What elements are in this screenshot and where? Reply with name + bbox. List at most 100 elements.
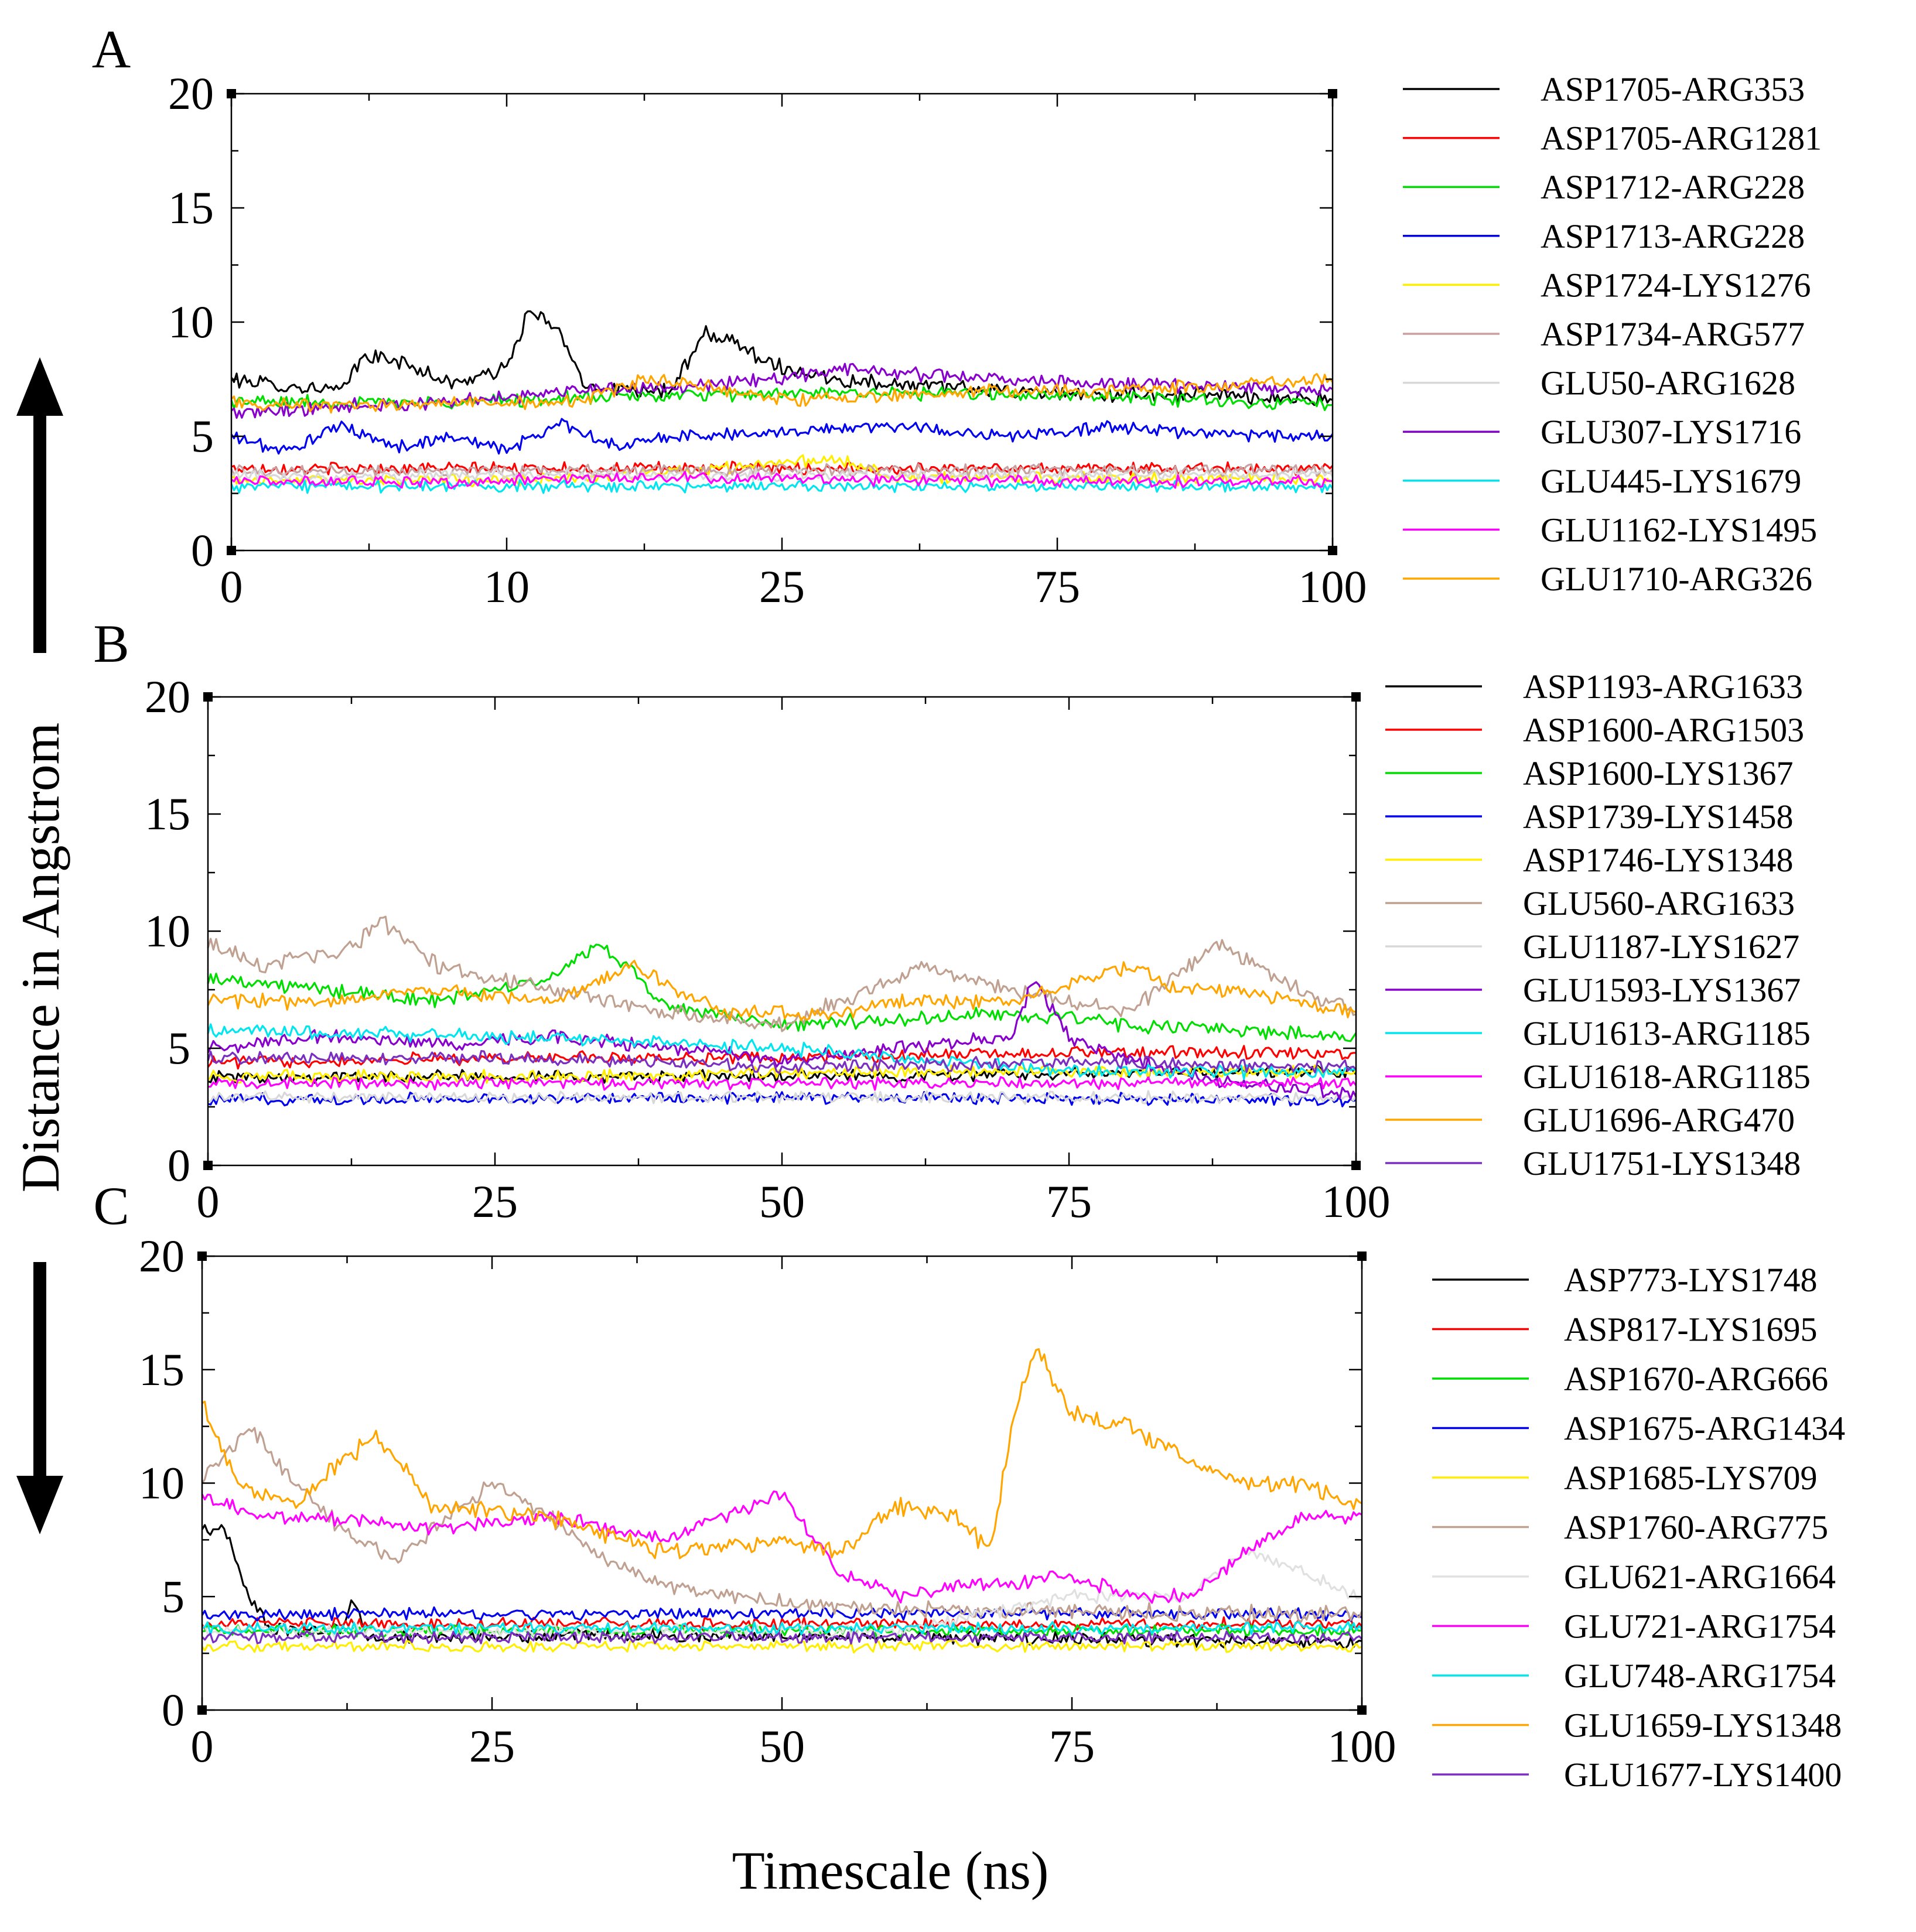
legend-label: ASP1705-ARG353 <box>1541 70 1805 108</box>
x-axis-title: Timescale (ns) <box>732 1841 1049 1900</box>
x-tick-label: 100 <box>1328 1721 1396 1772</box>
series-line <box>207 915 1357 1032</box>
x-tick-label: 50 <box>759 1721 805 1772</box>
series-line <box>230 479 1334 494</box>
x-tick-label: 0 <box>191 1721 214 1772</box>
legend-label: ASP1675-ARG1434 <box>1564 1410 1845 1448</box>
legend-item: ASP1712-ARG228 <box>1403 168 1805 206</box>
legend-item: GLU445-LYS1679 <box>1403 462 1801 500</box>
legend-item: GLU1162-LYS1495 <box>1403 511 1817 549</box>
series-line <box>201 1427 1363 1623</box>
y-tick-label: 15 <box>139 1344 185 1395</box>
x-tick-label: 25 <box>469 1721 515 1772</box>
legend: ASP773-LYS1748 ASP817-LYS1695 ASP1670-ARG6… <box>1432 1261 1845 1794</box>
x-tick-label: 75 <box>1034 561 1080 612</box>
legend-label: ASP1600-ARG1503 <box>1523 711 1804 749</box>
y-axis-annotation: Distance in Angstrom <box>11 357 70 1534</box>
legend-item: ASP817-LYS1695 <box>1432 1311 1817 1349</box>
legend-item: GLU1677-LYS1400 <box>1432 1756 1842 1794</box>
legend: ASP1705-ARG353 ASP1705-ARG1281 ASP1712-ARG… <box>1403 70 1822 598</box>
legend-item: ASP1675-ARG1434 <box>1432 1410 1845 1448</box>
legend-label: ASP1600-LYS1367 <box>1523 754 1793 792</box>
legend-item: GLU307-LYS1716 <box>1403 413 1801 451</box>
series-lines <box>201 1348 1363 1654</box>
legend-item: GLU560-ARG1633 <box>1385 884 1795 922</box>
legend-label: ASP1746-LYS1348 <box>1523 841 1793 879</box>
series-line <box>231 460 1334 476</box>
legend-label: GLU1187-LYS1627 <box>1523 928 1799 966</box>
legend-item: GLU1187-LYS1627 <box>1385 928 1799 966</box>
y-tick-label: 0 <box>191 525 214 576</box>
legend-item: GLU1618-ARG1185 <box>1385 1058 1811 1096</box>
legend-item: ASP1760-ARG775 <box>1432 1509 1828 1547</box>
legend-label: ASP1760-ARG775 <box>1564 1509 1828 1547</box>
y-tick-label: 20 <box>168 68 214 119</box>
y-axis-title: Distance in Angstrom <box>11 723 70 1192</box>
legend-item: GLU621-ARG1664 <box>1432 1558 1836 1596</box>
legend-item: GLU1696-ARG470 <box>1385 1101 1795 1139</box>
legend-item: ASP1739-LYS1458 <box>1385 798 1793 836</box>
x-axis: 0 10 25 75 100 <box>220 94 1367 612</box>
x-tick-label: 75 <box>1049 1721 1095 1772</box>
legend-label: GLU1593-LYS1367 <box>1523 971 1801 1009</box>
legend-item: ASP1193-ARG1633 <box>1385 668 1803 706</box>
series-line <box>230 467 1334 483</box>
series-line <box>230 386 1333 411</box>
series-line <box>207 959 1357 1021</box>
y-axis: 0 5 10 15 20 <box>145 671 1356 1191</box>
legend-label: GLU445-LYS1679 <box>1541 462 1801 500</box>
x-axis: 0 25 50 75 100 <box>197 697 1391 1227</box>
x-tick-label: 75 <box>1046 1176 1092 1227</box>
y-tick-label: 10 <box>139 1458 185 1509</box>
legend-label: GLU1659-LYS1348 <box>1564 1707 1842 1745</box>
legend-label: ASP1670-ARG666 <box>1564 1360 1828 1398</box>
x-tick-label: 100 <box>1322 1176 1391 1227</box>
legend-label: ASP1739-LYS1458 <box>1523 798 1793 836</box>
legend-item: ASP1670-ARG666 <box>1432 1360 1828 1398</box>
legend-label: ASP1724-LYS1276 <box>1541 266 1811 304</box>
x-tick-label: 25 <box>472 1176 518 1227</box>
legend-item: ASP1600-LYS1367 <box>1385 754 1793 792</box>
series-line <box>207 1076 1357 1091</box>
series-line <box>207 1090 1357 1105</box>
series-line <box>230 418 1334 455</box>
series-line <box>207 1064 1357 1084</box>
legend-item: ASP773-LYS1748 <box>1432 1261 1817 1299</box>
legend-label: GLU721-ARG1754 <box>1564 1608 1836 1646</box>
y-tick-label: 10 <box>145 905 190 956</box>
y-tick-label: 0 <box>162 1684 185 1735</box>
series-line <box>201 1620 1363 1636</box>
legend-label: GLU307-LYS1716 <box>1541 413 1801 451</box>
y-tick-label: 15 <box>145 788 190 839</box>
x-tick-label: 0 <box>220 561 243 612</box>
legend-label: GLU1696-ARG470 <box>1523 1101 1795 1139</box>
arrow-down-icon <box>16 1476 63 1534</box>
y-tick-label: 5 <box>162 1571 185 1622</box>
legend-item: ASP1600-ARG1503 <box>1385 711 1804 749</box>
x-axis: 0 25 50 75 100 <box>191 1256 1396 1772</box>
arrow-up-icon <box>16 357 63 416</box>
y-tick-label: 5 <box>191 411 214 461</box>
legend-label: GLU748-ARG1754 <box>1564 1657 1836 1695</box>
legend-label: ASP1193-ARG1633 <box>1523 668 1803 706</box>
series-line <box>201 1348 1362 1560</box>
series-lines <box>207 915 1357 1107</box>
x-tick-label: 50 <box>759 1176 805 1227</box>
x-tick-label: 0 <box>197 1176 220 1227</box>
series-line <box>230 372 1334 414</box>
legend-item: GLU50-ARG1628 <box>1403 364 1795 402</box>
legend-item: ASP1724-LYS1276 <box>1403 266 1811 304</box>
legend-item: ASP1705-ARG1281 <box>1403 119 1822 158</box>
series-line <box>201 1547 1362 1639</box>
legend-label: GLU1677-LYS1400 <box>1564 1756 1842 1794</box>
y-axis: 0 5 10 15 20 <box>168 68 1333 576</box>
legend-label: ASP1713-ARG228 <box>1541 217 1805 255</box>
legend-item: ASP1734-ARG577 <box>1403 315 1805 353</box>
legend-item: GLU721-ARG1754 <box>1432 1608 1836 1646</box>
legend-label: ASP773-LYS1748 <box>1564 1261 1817 1299</box>
y-tick-label: 10 <box>168 296 214 347</box>
panel-letter: C <box>93 1176 129 1236</box>
